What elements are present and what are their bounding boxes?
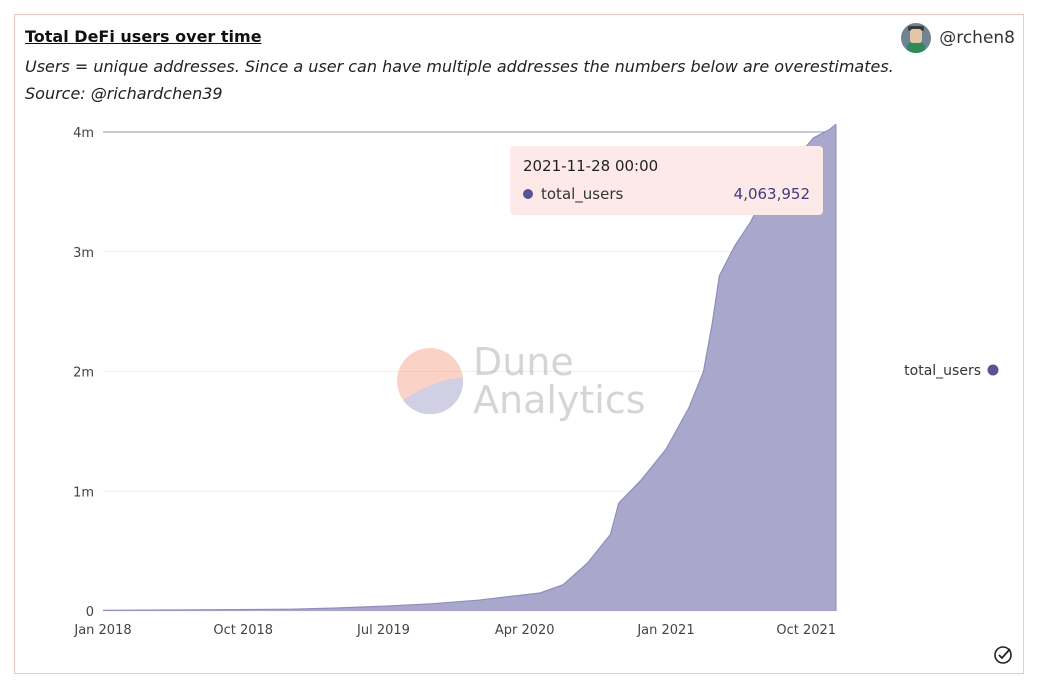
y-tick-label: 4m — [73, 126, 94, 141]
dune-watermark-text: Dune Analytics — [473, 340, 646, 422]
series-area-total-users[interactable] — [103, 124, 836, 612]
author-handle[interactable]: @rchen8 — [939, 28, 1015, 48]
chart-source: Source: @richardchen39 — [25, 84, 223, 103]
chart-description: Users = unique addresses. Since a user c… — [25, 53, 894, 107]
dune-logo-icon — [397, 348, 463, 414]
legend-dot-icon[interactable] — [987, 364, 999, 376]
legend[interactable]: total_users — [904, 363, 999, 379]
chart-tooltip: 2021-11-28 00:00 total_users 4,063,952 — [510, 146, 823, 215]
x-tick-label: Jan 2021 — [636, 623, 694, 638]
dune-watermark: Dune Analytics — [397, 343, 646, 419]
chart-title[interactable]: Total DeFi users over time — [25, 27, 262, 46]
tooltip-value: 4,063,952 — [733, 185, 810, 203]
tooltip-series-dot-icon — [523, 189, 533, 199]
x-tick-label: Apr 2020 — [495, 623, 555, 638]
tooltip-date: 2021-11-28 00:00 — [523, 157, 659, 175]
y-tick-label: 1m — [73, 485, 94, 500]
user-avatar-icon[interactable] — [901, 23, 932, 53]
chart-card: Total DeFi users over time Users = uniqu… — [14, 14, 1024, 674]
x-tick-label: Oct 2021 — [776, 623, 836, 638]
y-axis: 0 1m 2m 3m 4m — [73, 126, 94, 620]
check-circle-icon[interactable] — [993, 645, 1013, 665]
y-tick-label: 0 — [86, 605, 94, 620]
x-tick-label: Jul 2019 — [356, 623, 410, 638]
chart-subtitle: Users = unique addresses. Since a user c… — [25, 57, 894, 76]
x-axis: Jan 2018 Oct 2018 Jul 2019 Apr 2020 Jan 2021… — [73, 623, 836, 638]
author-badge[interactable]: @rchen8 — [901, 23, 1015, 53]
legend-label[interactable]: total_users — [904, 363, 981, 379]
y-tick-label: 3m — [73, 246, 94, 261]
x-tick-label: Oct 2018 — [213, 623, 273, 638]
tooltip-series-name: total_users — [541, 185, 624, 203]
y-tick-label: 2m — [73, 366, 94, 381]
x-tick-label: Jan 2018 — [73, 623, 131, 638]
